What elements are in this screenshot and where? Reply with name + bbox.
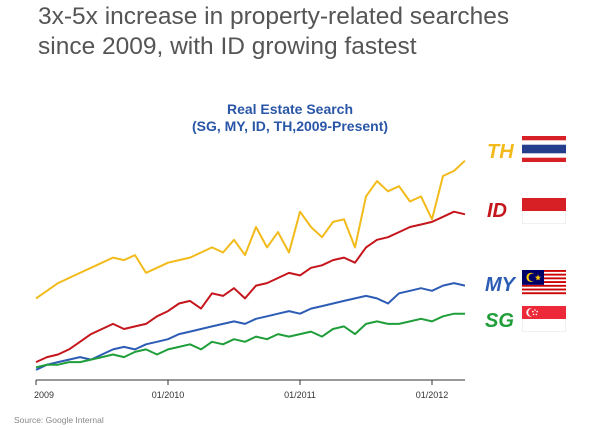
- x-axis: 2009 01/2010 01/2011 01/2012: [34, 379, 465, 400]
- x-tick-label: 01/2010: [152, 390, 185, 400]
- malaysia-flag-icon: [522, 270, 566, 296]
- label-my: MY: [485, 274, 515, 296]
- chart-title-block: Real Estate Search (SG, MY, ID, TH,2009-…: [110, 101, 470, 135]
- series-lines: [35, 159, 466, 371]
- chart-subtitle: (SG, MY, ID, TH,2009-Present): [191, 118, 389, 134]
- source-note: Source: Google Internal: [14, 415, 104, 425]
- headline: 3x-5x increase in property-related searc…: [38, 2, 588, 62]
- indonesia-flag-icon: [522, 198, 566, 224]
- series-line-sg: [35, 312, 465, 369]
- thailand-flag-icon: [522, 136, 566, 162]
- label-th: TH: [487, 141, 514, 163]
- series-line-th: [35, 159, 466, 300]
- x-tick-label: 01/2011: [284, 390, 316, 400]
- headline-line-2: since 2009, with ID growing fastest: [38, 33, 417, 60]
- series-line-id: [35, 210, 466, 364]
- x-tick-label: 2009: [34, 390, 54, 400]
- label-id: ID: [487, 200, 507, 222]
- series-line-my: [35, 282, 466, 371]
- x-tick-label: 01/2012: [416, 390, 449, 400]
- label-sg: SG: [485, 310, 514, 332]
- headline-line-1: 3x-5x increase in property-related searc…: [38, 3, 510, 30]
- chart-title: Real Estate Search: [226, 101, 354, 117]
- singapore-flag-icon: [522, 306, 566, 332]
